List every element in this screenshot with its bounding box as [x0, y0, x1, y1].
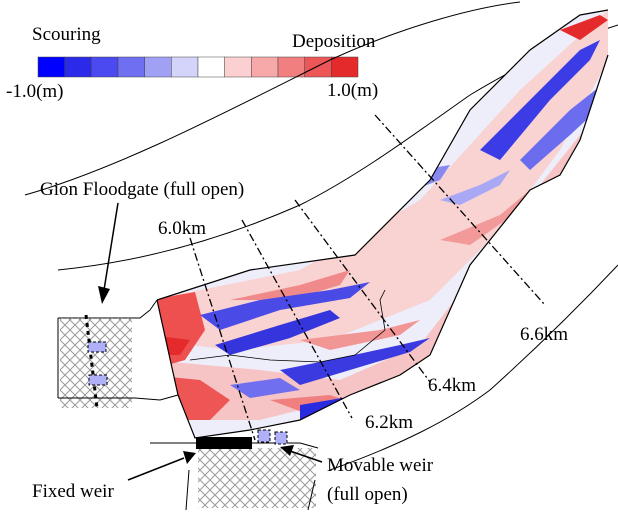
- legend-min-label: -1.0(m): [6, 81, 64, 102]
- legend-max-label: 1.0(m): [327, 80, 378, 101]
- legend-swatch: [197, 56, 225, 78]
- legend-swatch: [251, 56, 279, 78]
- legend-right-title: Deposition: [292, 31, 376, 52]
- legend-swatch: [37, 56, 65, 78]
- section-6-4: [294, 199, 431, 383]
- channel-outline: [156, 9, 609, 439]
- km-6-2-label: 6.2km: [365, 412, 413, 433]
- km-6-6-label: 6.6km: [520, 324, 568, 345]
- km-6-4-label: 6.4km: [428, 375, 476, 396]
- legend-swatch: [144, 56, 172, 78]
- fixed-weir-bar: [196, 437, 252, 449]
- section-6-6: [374, 114, 546, 306]
- legend-swatch: [304, 56, 332, 78]
- fixed-weir-label: Fixed weir: [32, 481, 114, 502]
- legend-swatch: [277, 56, 305, 78]
- legend-swatch: [64, 56, 92, 78]
- legend-swatch: [91, 56, 119, 78]
- legend-swatch: [331, 56, 359, 78]
- movable-weir-label-line1: Movable weir: [327, 455, 434, 476]
- km-6-0-label: 6.0km: [158, 218, 206, 239]
- weir-structure: [150, 429, 319, 508]
- gion-floodgate-label: Gion Floodgate (full open): [40, 179, 244, 200]
- legend-swatch: [171, 56, 199, 78]
- gion-floodgate-structure: [57, 299, 179, 409]
- legend-swatch: [224, 56, 252, 78]
- legend-color-bar: [37, 56, 359, 78]
- right-bank-outer: [24, 1, 521, 196]
- legend-left-title: Scouring: [32, 24, 101, 45]
- left-bank: [329, 264, 618, 471]
- section-6-0: [189, 237, 256, 441]
- legend: Scouring Deposition -1.0(m) 1.0(m): [6, 24, 378, 102]
- section-6-2: [241, 219, 353, 419]
- movable-weir-label-line2: (full open): [327, 484, 408, 505]
- cross-sections: [189, 114, 546, 441]
- legend-swatch: [117, 56, 145, 78]
